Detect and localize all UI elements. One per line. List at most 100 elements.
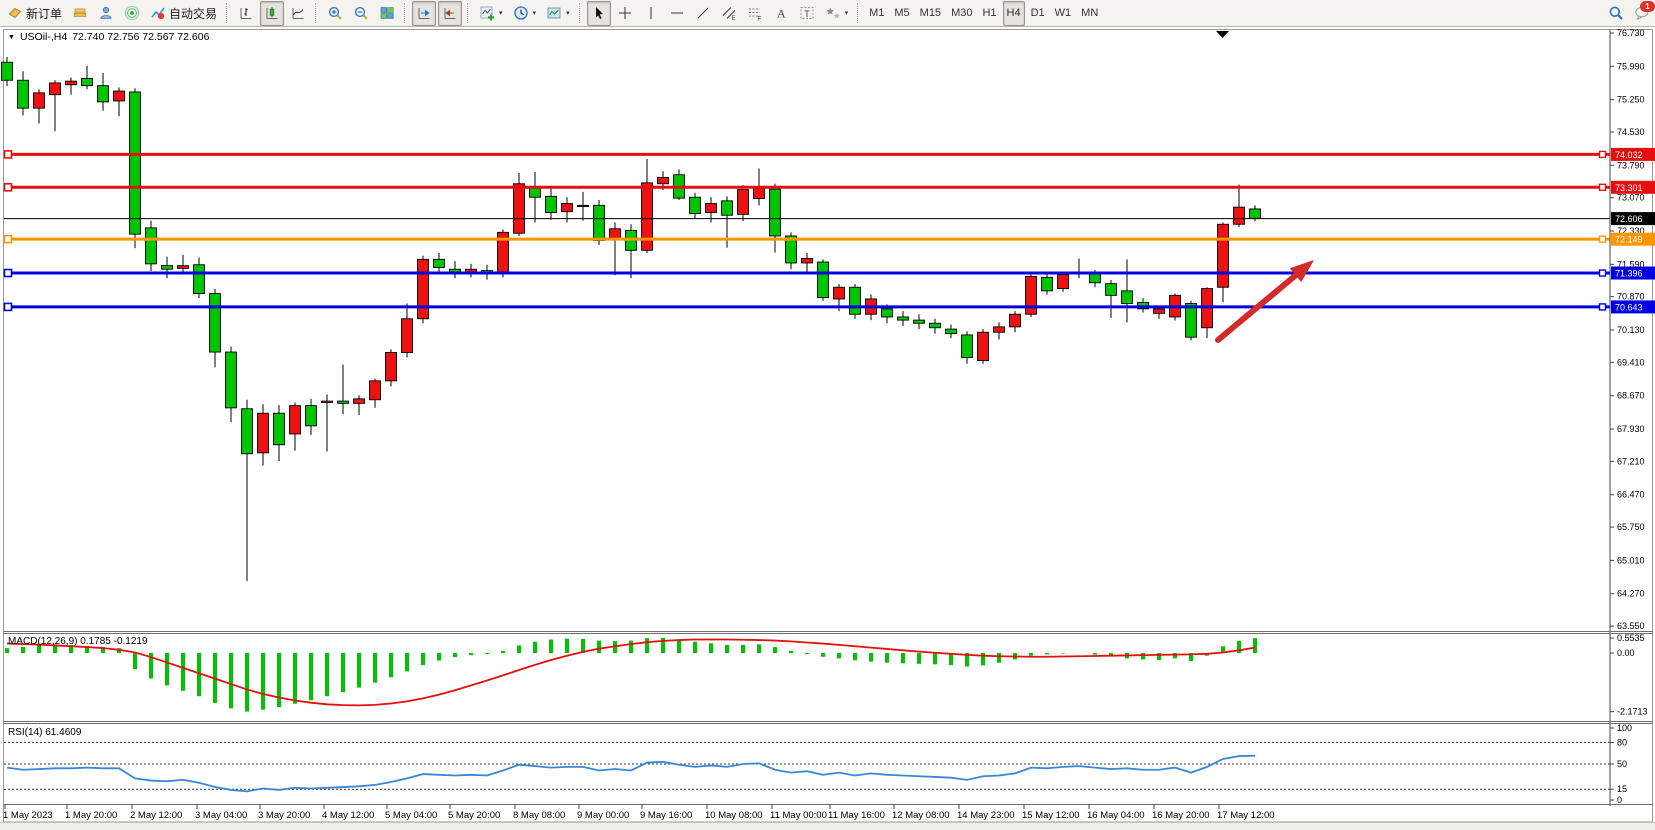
timeframe-mn-button-label: MN <box>1081 7 1099 19</box>
svg-text:2 May 12:00: 2 May 12:00 <box>130 810 182 821</box>
dropdown-caret-icon[interactable]: ▾ <box>499 10 503 17</box>
gold-stack-icon <box>72 5 88 21</box>
candle <box>1 56 13 87</box>
channel-icon: E <box>721 5 737 21</box>
arrow-annotation[interactable] <box>1215 260 1314 343</box>
zoom-out-button[interactable] <box>349 1 373 26</box>
crosshair-button[interactable] <box>613 1 637 26</box>
candle <box>129 88 141 249</box>
toolbar-separator <box>578 3 582 23</box>
candle <box>65 77 77 95</box>
candle <box>17 71 29 116</box>
svg-text:11 May 00:00: 11 May 00:00 <box>770 810 827 821</box>
bar-chart-button[interactable] <box>234 1 258 26</box>
vertical-line-button[interactable] <box>639 1 663 26</box>
candle <box>737 185 749 222</box>
horizontal-line-object[interactable] <box>3 150 1610 159</box>
candle <box>353 395 365 416</box>
svg-text:76.730: 76.730 <box>1617 28 1645 38</box>
price-label: 70.643 <box>1611 300 1655 314</box>
fibonacci-button[interactable]: F <box>743 1 767 26</box>
timeframe-d1-button[interactable]: D1 <box>1027 1 1049 26</box>
svg-text:75.250: 75.250 <box>1617 95 1645 105</box>
periods-button[interactable]: ▾ <box>509 1 541 26</box>
price-label: 72.149 <box>1611 232 1655 246</box>
timeframe-m5-button[interactable]: M5 <box>890 1 913 26</box>
horizontal-line-object[interactable] <box>3 234 1610 244</box>
templates-button[interactable]: ▾ <box>542 1 574 26</box>
data-window-button[interactable] <box>68 1 92 26</box>
notifications-button[interactable]: 1 <box>1630 1 1655 26</box>
horizontal-line-object[interactable] <box>3 302 1610 312</box>
candlestick-chart-button[interactable] <box>260 0 285 26</box>
equidistant-channel-button[interactable]: E <box>717 1 741 26</box>
line-handle <box>3 302 13 312</box>
trendline-button[interactable] <box>691 1 715 26</box>
timeframe-w1-button[interactable]: W1 <box>1051 1 1076 26</box>
text-button[interactable]: A <box>769 1 793 26</box>
dropdown-caret-icon[interactable]: ▾ <box>844 10 849 17</box>
new-order-button[interactable]: 新订单 <box>3 1 66 26</box>
auto-scroll-button[interactable] <box>412 0 437 26</box>
search-button[interactable] <box>1604 1 1628 26</box>
candle <box>513 172 525 236</box>
text-label-button[interactable]: T <box>795 1 819 26</box>
timeframe-m1-button[interactable]: M1 <box>865 1 888 26</box>
timeframe-m15-button[interactable]: M15 <box>916 1 945 26</box>
horizontal-line-object[interactable] <box>3 183 1610 192</box>
timeframe-w1-button-label: W1 <box>1054 7 1072 19</box>
svg-text:9 May 00:00: 9 May 00:00 <box>577 810 629 821</box>
candle <box>497 229 509 278</box>
cursor-button[interactable] <box>586 0 611 26</box>
candle <box>801 253 813 272</box>
timeframe-mn-button[interactable]: MN <box>1077 1 1102 26</box>
signal-button[interactable] <box>120 1 144 26</box>
zoom-in-button[interactable] <box>323 1 347 26</box>
rsi-line <box>6 754 1256 793</box>
svg-text:67.930: 67.930 <box>1617 424 1645 434</box>
chart-shift-marker-icon[interactable] <box>1216 31 1229 38</box>
timeframe-h1-button-label: H1 <box>982 7 997 19</box>
svg-text:14 May 23:00: 14 May 23:00 <box>957 810 1015 821</box>
candle <box>177 254 189 275</box>
timeframe-m30-button[interactable]: M30 <box>947 1 976 26</box>
timeframe-m5-button-label: M5 <box>894 7 910 19</box>
horizontal-line-button[interactable] <box>665 1 689 26</box>
svg-text:68.670: 68.670 <box>1617 391 1645 401</box>
symbol-dropdown-icon[interactable]: ▼ <box>8 33 15 41</box>
auto-trading-button[interactable]: 自动交易 <box>146 1 221 26</box>
bars-icon <box>238 5 254 21</box>
dropdown-caret-icon[interactable]: ▾ <box>566 10 570 17</box>
candle <box>49 80 61 132</box>
line-chart-button[interactable] <box>286 1 310 26</box>
svg-text:T: T <box>804 9 810 19</box>
timeframe-m1-button-label: M1 <box>869 7 885 19</box>
candle <box>401 303 413 358</box>
chart-shift-button[interactable] <box>438 0 463 26</box>
indicators-button[interactable]: ▾ <box>475 1 507 26</box>
svg-text:73.070: 73.070 <box>1617 193 1645 203</box>
tile-windows-button[interactable] <box>375 1 399 26</box>
arrows-button[interactable]: ▾ <box>821 1 853 26</box>
svg-text:4 May 12:00: 4 May 12:00 <box>322 810 374 821</box>
svg-text:67.210: 67.210 <box>1617 456 1645 466</box>
line-handle <box>1598 269 1607 277</box>
dropdown-caret-icon[interactable]: ▾ <box>532 10 537 17</box>
candle <box>417 255 429 324</box>
candle <box>577 191 589 221</box>
timeframe-h1-button[interactable]: H1 <box>978 1 1000 26</box>
timeframe-h4-button[interactable]: H4 <box>1002 0 1025 26</box>
candle <box>945 324 957 339</box>
price-label: 74.032 <box>1611 147 1655 161</box>
profile-button[interactable] <box>94 1 118 26</box>
svg-text:73.790: 73.790 <box>1617 160 1645 170</box>
svg-text:71.590: 71.590 <box>1617 259 1645 269</box>
candle <box>1233 184 1245 227</box>
profile-icon <box>98 5 114 21</box>
candle <box>545 188 557 220</box>
svg-text:16 May 04:00: 16 May 04:00 <box>1087 810 1145 821</box>
text-icon: A <box>773 5 789 21</box>
horizontal-line-object[interactable] <box>3 268 1610 278</box>
